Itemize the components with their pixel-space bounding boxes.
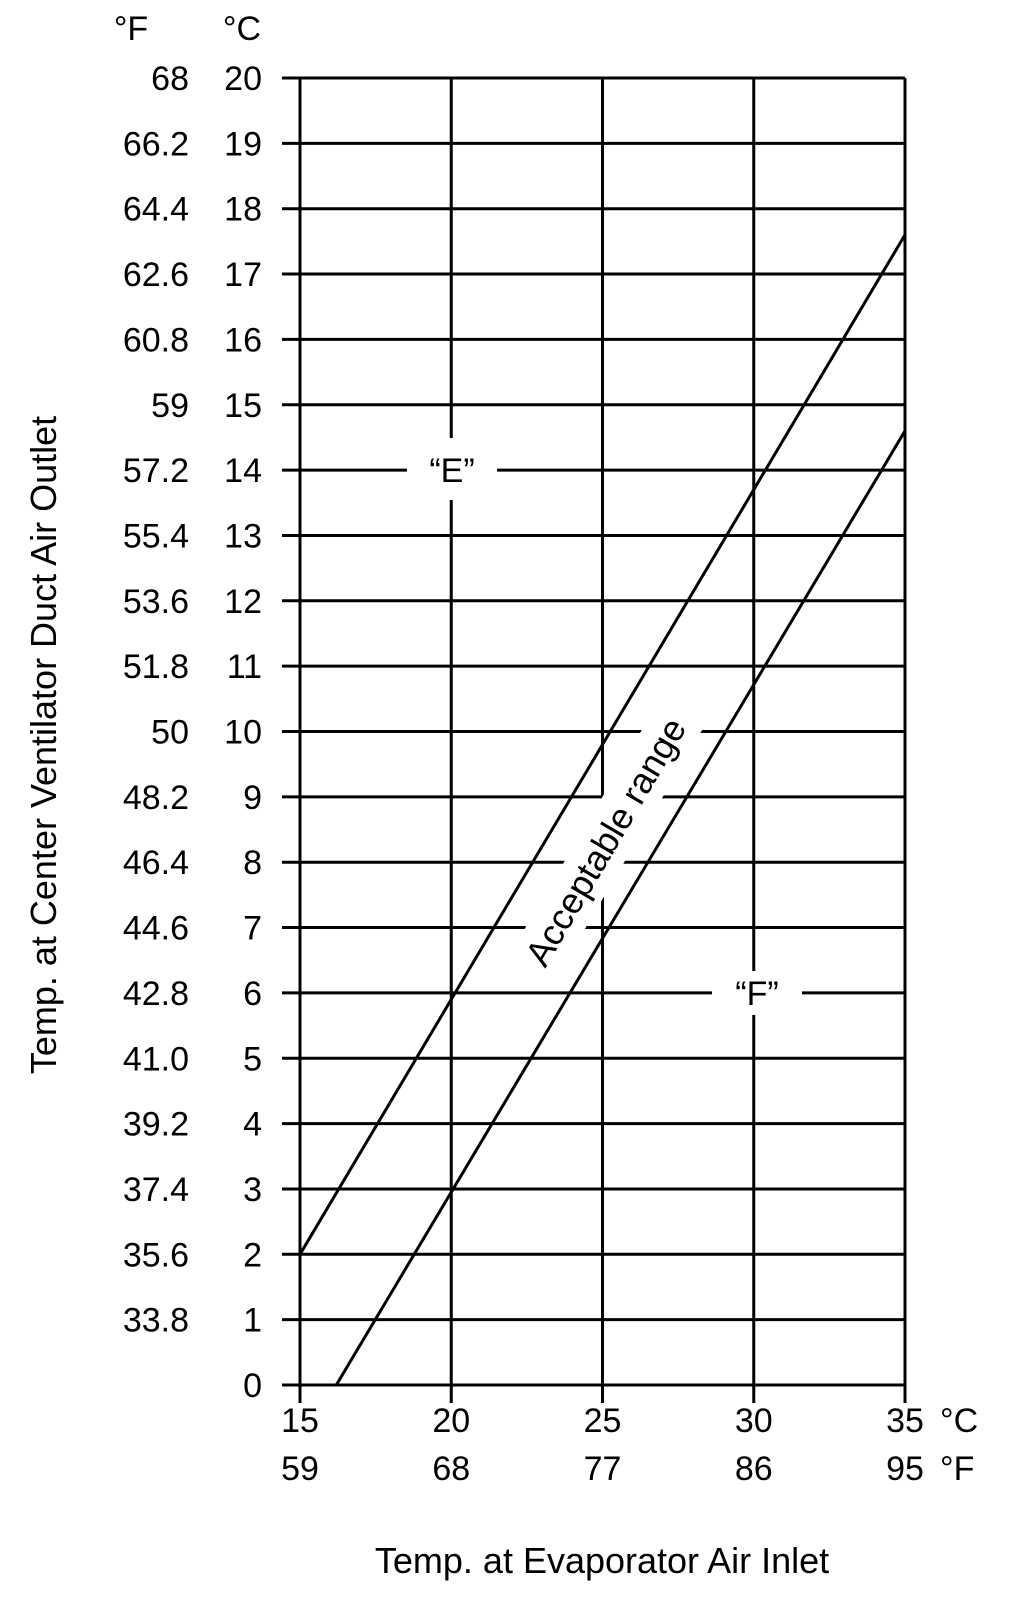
y-tick-c-2: 2	[243, 1236, 262, 1274]
y-unit-c-label: °C	[223, 10, 261, 48]
y-tick-c-11: 11	[227, 648, 262, 686]
y-tick-f-60.8: 60.8	[123, 321, 189, 359]
y-tick-f-46.4: 46.4	[123, 844, 189, 882]
y-tick-c-17: 17	[224, 256, 262, 294]
series-layer	[298, 234, 907, 1386]
y-tick-f-44.6: 44.6	[123, 910, 189, 948]
x-axis-title: Temp. at Evaporator Air Inlet	[375, 1540, 829, 1581]
y-tick-c-20: 20	[224, 60, 262, 98]
y-axis-title: Temp. at Center Ventilator Duct Air Outl…	[23, 416, 64, 1074]
x-tick-c-15: 15	[281, 1402, 319, 1440]
x-tick-f-77: 77	[584, 1450, 622, 1488]
y-tick-f-39.2: 39.2	[123, 1106, 189, 1144]
y-tick-c-15: 15	[224, 387, 262, 425]
y-tick-f-35.6: 35.6	[123, 1236, 189, 1274]
y-tick-c-5: 5	[243, 1040, 262, 1078]
x-tick-f-68: 68	[432, 1450, 470, 1488]
y-tick-c-4: 4	[243, 1106, 262, 1144]
y-tick-c-8: 8	[243, 844, 262, 882]
y-tick-c-12: 12	[224, 583, 262, 621]
label-layer: 0 1 33.8 2 35.6 3 37.4 4 39.2 5 41.0 6 42.8 7 44.6 8 46.…	[123, 60, 924, 1488]
range-annotation-mask	[504, 695, 708, 989]
y-tick-c-19: 19	[224, 125, 262, 163]
y-tick-c-7: 7	[243, 910, 262, 948]
y-tick-f-48.2: 48.2	[123, 779, 189, 817]
y-tick-f-37.4: 37.4	[123, 1171, 189, 1209]
x-tick-f-59: 59	[281, 1450, 319, 1488]
y-unit-f-label: °F	[114, 10, 148, 48]
y-tick-f-66.2: 66.2	[123, 125, 189, 163]
y-tick-c-1: 1	[243, 1302, 262, 1340]
grid-layer	[282, 76, 907, 1403]
y-tick-f-33.8: 33.8	[123, 1302, 189, 1340]
x-unit-f-label: °F	[940, 1450, 974, 1488]
series-label-f: “F”	[735, 975, 778, 1013]
y-tick-f-57.2: 57.2	[123, 452, 189, 490]
x-tick-f-95: 95	[886, 1450, 924, 1488]
y-tick-f-55.4: 55.4	[123, 517, 189, 555]
y-tick-c-14: 14	[224, 452, 262, 490]
y-tick-c-13: 13	[224, 517, 262, 555]
y-tick-c-9: 9	[243, 779, 262, 817]
y-tick-c-10: 10	[224, 714, 262, 752]
y-tick-f-42.8: 42.8	[123, 975, 189, 1013]
y-tick-f-64.4: 64.4	[123, 191, 189, 229]
y-tick-c-16: 16	[224, 321, 262, 359]
y-tick-f-59: 59	[151, 387, 189, 425]
x-unit-c-label: °C	[940, 1402, 978, 1440]
y-tick-f-50: 50	[151, 714, 189, 752]
label-f-mask	[712, 971, 802, 1015]
series-label-e: “E”	[429, 452, 474, 490]
y-tick-c-18: 18	[224, 191, 262, 229]
y-tick-f-51.8: 51.8	[123, 648, 189, 686]
x-tick-c-35: 35	[886, 1402, 924, 1440]
y-tick-c-0: 0	[243, 1367, 262, 1405]
x-tick-f-86: 86	[735, 1450, 773, 1488]
y-tick-f-41.0: 41.0	[123, 1040, 189, 1078]
x-tick-c-25: 25	[584, 1402, 622, 1440]
label-e-mask	[407, 438, 497, 500]
y-tick-f-62.6: 62.6	[123, 256, 189, 294]
series-line-e	[298, 234, 907, 1256]
x-tick-c-30: 30	[735, 1402, 773, 1440]
y-tick-c-6: 6	[243, 975, 262, 1013]
y-tick-f-68: 68	[151, 60, 189, 98]
series-line-f	[335, 430, 907, 1386]
x-tick-c-20: 20	[432, 1402, 470, 1440]
y-tick-f-53.6: 53.6	[123, 583, 189, 621]
y-tick-c-3: 3	[243, 1171, 262, 1209]
